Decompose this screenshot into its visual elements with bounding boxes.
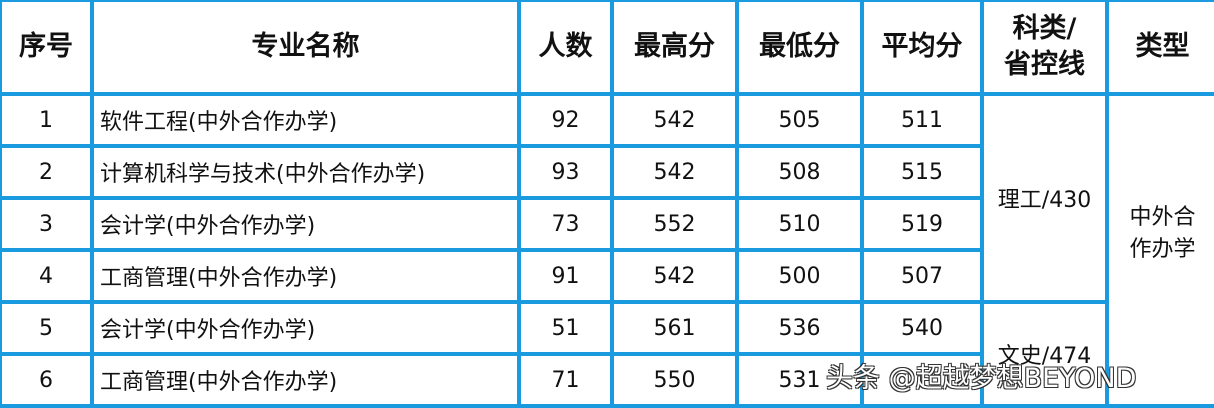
cell-kelei-ligong: 理工/430 — [980, 92, 1109, 304]
cell-avg: 540 — [860, 300, 984, 356]
cell-count: 71 — [517, 352, 614, 408]
header-avg: 平均分 — [860, 0, 984, 96]
cell-no: 6 — [0, 352, 94, 408]
type-line1: 中外合 — [1129, 205, 1196, 230]
cell-avg: 515 — [860, 144, 984, 200]
header-kelei-cell: 科类/省控线 — [980, 0, 1109, 96]
cell-no: 1 — [0, 92, 94, 148]
cell-min: 531 — [735, 352, 864, 408]
cell-max: 552 — [610, 196, 739, 252]
header-min: 最低分 — [735, 0, 864, 96]
cell-min: 500 — [735, 248, 864, 304]
cell-avg — [860, 352, 984, 408]
header-row: 序号 专业名称 人数 最高分 最低分 平均分 科类/省控线 类型 — [0, 0, 1214, 96]
cell-max: 561 — [610, 300, 739, 356]
cell-type: 中外合 作办学 — [1105, 92, 1214, 408]
cell-min: 508 — [735, 144, 864, 200]
header-kelei: 科类/省控线 — [1004, 13, 1085, 80]
cell-name: 会计学(中外合作办学) — [90, 300, 521, 356]
header-name: 专业名称 — [90, 0, 521, 96]
cell-avg: 511 — [860, 92, 984, 148]
table-row: 3 会计学(中外合作办学) 73 552 510 519 — [0, 196, 1214, 252]
cell-avg: 507 — [860, 248, 984, 304]
cell-name: 工商管理(中外合作办学) — [90, 248, 521, 304]
cell-no: 2 — [0, 144, 94, 200]
cell-no: 4 — [0, 248, 94, 304]
watermark: 头条 @超越梦想BEYOND — [826, 363, 1137, 394]
cell-min: 510 — [735, 196, 864, 252]
table-row: 2 计算机科学与技术(中外合作办学) 93 542 508 515 — [0, 144, 1214, 200]
table-row: 6 工商管理(中外合作办学) 71 550 531 — [0, 352, 1214, 408]
table-row: 1 软件工程(中外合作办学) 92 542 505 511 理工/430 中外合作… — [0, 92, 1214, 408]
cell-count: 73 — [517, 196, 614, 252]
type-line2: 作办学 — [1129, 237, 1196, 262]
cell-min: 536 — [735, 300, 864, 356]
header-max: 最高分 — [610, 0, 739, 96]
cell-count: 93 — [517, 144, 614, 200]
header-count: 人数 — [517, 0, 614, 96]
header-no: 序号 — [0, 0, 94, 96]
header-type: 类型 — [1105, 0, 1214, 96]
cell-name: 计算机科学与技术(中外合作办学) — [90, 144, 521, 200]
cell-count: 92 — [517, 92, 614, 148]
cell-no: 3 — [0, 196, 94, 252]
cell-max: 542 — [610, 144, 739, 200]
cell-avg: 519 — [860, 196, 984, 252]
cell-name: 软件工程(中外合作办学) — [90, 92, 521, 148]
cell-name: 工商管理(中外合作办学) — [90, 352, 521, 408]
cell-min: 505 — [735, 92, 864, 148]
table-row: 5 会计学(中外合作办学) 51 561 536 540 文史/474 — [0, 300, 1214, 408]
cell-count: 51 — [517, 300, 614, 356]
cell-name: 会计学(中外合作办学) — [90, 196, 521, 252]
cell-no: 5 — [0, 300, 94, 356]
cell-count: 91 — [517, 248, 614, 304]
cell-kelei-wenshi: 文史/474 — [980, 300, 1109, 408]
cell-max: 542 — [610, 92, 739, 148]
cell-max: 550 — [610, 352, 739, 408]
cell-max: 542 — [610, 248, 739, 304]
table-row: 4 工商管理(中外合作办学) 91 542 500 507 — [0, 248, 1214, 304]
